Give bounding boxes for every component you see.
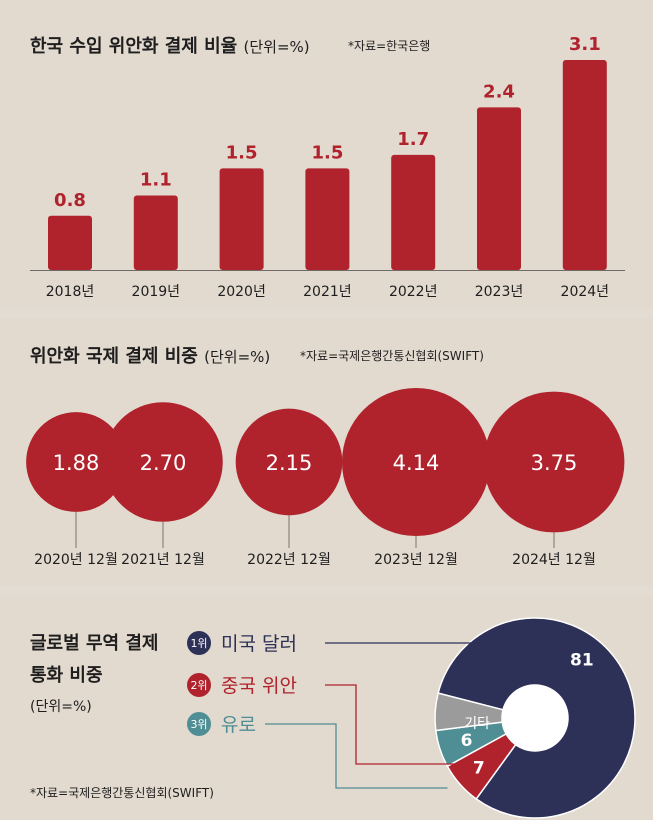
legend-rank-badge [187,673,211,697]
bar-chart-source: *자료=한국은행 [348,39,431,53]
bubble-value-label: 2.70 [140,451,187,475]
bar-chart: 0.8 2018년 1.1 2019년 1.5 2020년 1.5 2021년 1.7 2022년… [30,34,625,300]
bar-category-label: 2019년 [132,284,181,300]
legend-currency-label: 중국 위안 [221,675,297,697]
bar-category-label: 2021년 [303,284,352,300]
bubble-category-label: 2021년 12월 [121,552,205,568]
legend-rank-label: 1위 [190,637,207,650]
yuan-international-share-panel: 위안화 국제 결제 비중 (단위=%) *자료=국제은행간통신협회(SWIFT)… [0,318,653,586]
bar-value-label: 1.1 [140,169,172,190]
bubble-2021년 12월 [103,402,223,522]
bar-category-label: 2018년 [46,284,95,300]
bar-category-label: 2023년 [475,284,524,300]
bar-2019년 [133,195,178,270]
bubble-category-label: 2023년 12월 [374,552,458,568]
bubble-2020년 12월 [26,412,126,512]
bubble-2024년 12월 [483,391,625,533]
bubble-chart-unit: (단위=%) [204,348,271,366]
bar-category-label: 2022년 [389,284,438,300]
donut-chart-source: *자료=국제은행간통신협회(SWIFT) [30,786,214,800]
donut-title-line2: 통화 비중 [30,665,103,686]
bar-2023년 [477,107,521,270]
bar-chart-unit: (단위=%) [243,38,310,56]
legend-rank-label: 2위 [190,679,207,692]
legend-rank-badge [187,712,211,736]
bubble-2022년 12월 [235,408,343,516]
bar-value-label: 1.5 [226,142,258,163]
bar-value-label: 0.8 [54,190,86,211]
donut-value-label: 7 [473,759,485,779]
legend-rank-badge [187,631,211,655]
donut-chart-unit: (단위=%) [30,699,92,715]
bar-2018년 [48,215,92,270]
bar-2024년 [562,60,607,270]
yuan-import-settlement-panel: 한국 수입 위안화 결제 비율 (단위=%) *자료=한국은행 0.8 2018년… [0,0,653,308]
bar-value-label: 1.5 [311,142,343,163]
bubble-chart-title: 위안화 국제 결제 비중 (단위=%) [30,342,270,368]
bar-category-label: 2020년 [217,284,266,300]
bubble-2023년 12월 [342,388,490,536]
donut-hole [502,685,568,751]
bar-category-label: 2024년 [561,284,610,300]
legend-connector-line [325,684,465,765]
legend-connector-line [265,723,448,789]
donut-value-label: 6 [461,731,473,751]
donut-value-label: 81 [570,650,594,670]
bubble-category-label: 2020년 12월 [34,552,118,568]
bubble-value-label: 2.15 [266,451,313,475]
bar-2022년 [391,154,436,270]
bubble-value-label: 4.14 [393,451,440,475]
global-trade-currency-panel: 글로벌 무역 결제 통화 비중 (단위=%) *자료=국제은행간통신협회(SWI… [0,596,653,820]
donut-title-line1: 글로벌 무역 결제 [30,633,159,654]
bubble-chart: 1.88 2020년 12월 2.70 2021년 12월 2.15 2022년 12월 4… [26,388,625,568]
bar-chart-title: 한국 수입 위안화 결제 비율 (단위=%) [30,32,310,58]
bar-chart-title-text: 한국 수입 위안화 결제 비율 [30,36,238,57]
bubble-value-label: 1.88 [53,451,100,475]
legend-currency-label: 미국 달러 [221,633,297,655]
legend-rank-label: 3위 [190,718,207,731]
donut-other-label: 기타 [464,716,490,732]
bar-2020년 [219,168,264,270]
bubble-category-label: 2024년 12월 [512,552,596,568]
bar-value-label: 2.4 [483,81,515,102]
bubble-chart-source: *자료=국제은행간통신협회(SWIFT) [300,349,484,363]
legend-currency-label: 유로 [221,714,256,736]
bar-2021년 [305,168,350,270]
bubble-category-label: 2022년 12월 [247,552,331,568]
donut-chart-title: 글로벌 무역 결제 통화 비중 [30,628,158,692]
bubble-chart-title-text: 위안화 국제 결제 비중 [30,346,198,367]
bubble-value-label: 3.75 [531,451,578,475]
bar-value-label: 1.7 [397,129,429,150]
bar-value-label: 3.1 [569,34,601,55]
